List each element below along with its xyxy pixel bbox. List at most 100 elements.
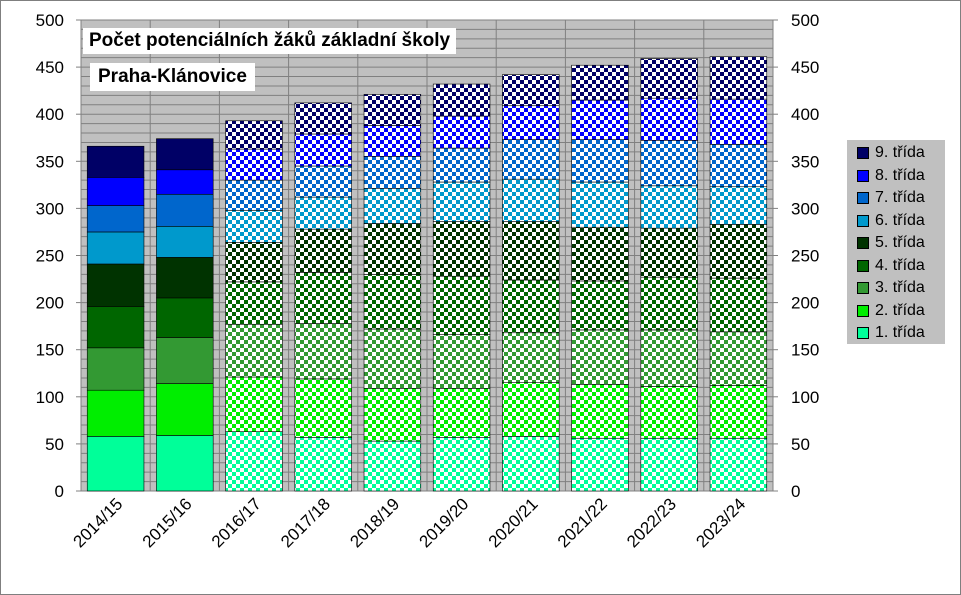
- legend-swatch: [857, 147, 869, 160]
- bar-segment: [709, 224, 768, 279]
- y-tick-label-right: 400: [791, 105, 819, 124]
- bar-segment: [156, 225, 214, 258]
- bar-segment: [640, 227, 698, 278]
- bar-segment: [156, 337, 214, 384]
- bar-segment: [432, 181, 491, 222]
- legend-item: 7. třída: [857, 187, 945, 210]
- bar-segment: [571, 99, 629, 140]
- legend-item: 5. třída: [857, 232, 945, 255]
- y-tick-label-left: 350: [36, 152, 64, 171]
- bar-segment: [571, 64, 629, 101]
- bar-segment: [640, 58, 698, 99]
- bar-segment: [502, 221, 560, 281]
- bar-segment: [86, 231, 145, 265]
- y-tick-label-right: 200: [791, 294, 819, 313]
- legend-label: 6. třída: [875, 211, 925, 229]
- legend-label: 5. třída: [875, 234, 925, 252]
- bar-stack: [709, 56, 768, 492]
- x-tick-label: 2023/24: [692, 494, 749, 551]
- legend-label: 7. třída: [875, 189, 925, 207]
- x-tick-label: 2014/15: [70, 494, 127, 551]
- legend-swatch: [857, 327, 869, 340]
- x-tick-label: 2016/17: [208, 494, 265, 551]
- bar-segment: [571, 139, 629, 183]
- y-tick-label-right: 100: [791, 388, 819, 407]
- bar-segment: [294, 196, 352, 230]
- bar-segment: [294, 272, 352, 324]
- legend-swatch: [857, 237, 869, 250]
- legend: 9. třída 8. třída 7. třída 6. třída 5. třída…: [847, 140, 945, 344]
- bar-stack: [294, 102, 352, 492]
- bar-segment: [86, 389, 145, 437]
- legend-swatch: [857, 169, 869, 182]
- legend-item: 8. třída: [857, 165, 945, 188]
- x-tick-label: 2015/16: [139, 494, 196, 551]
- bar-segment: [571, 280, 629, 331]
- bar-segment: [156, 138, 214, 171]
- bar-segment: [156, 383, 214, 436]
- bar-segment: [225, 431, 283, 492]
- bar-stack: [502, 74, 560, 492]
- bar-segment: [156, 169, 214, 195]
- bar-segment: [709, 385, 768, 439]
- y-tick-label-left: 150: [36, 341, 64, 360]
- x-tick-label: 2021/22: [554, 494, 611, 551]
- legend-item: 6. třída: [857, 210, 945, 233]
- bar-segment: [432, 334, 491, 389]
- bar-segment: [502, 139, 560, 180]
- bar-segment: [225, 376, 283, 432]
- bar-stack: [571, 64, 629, 492]
- legend-label: 4. třída: [875, 256, 925, 274]
- right-axis: 0 50 100 150 200 250 300 350 400 450 500: [773, 11, 819, 501]
- bar-segment: [156, 435, 214, 492]
- bar-segment: [502, 105, 560, 140]
- bar-segment: [640, 140, 698, 187]
- bar-segment: [156, 297, 214, 338]
- bar-segment: [432, 388, 491, 438]
- legend-item: 9. třída: [857, 142, 945, 165]
- y-tick-label-left: 400: [36, 105, 64, 124]
- bar-stack: [640, 58, 698, 492]
- legend-item: 1. třída: [857, 322, 945, 345]
- bar-segment: [432, 115, 491, 149]
- bar-segment: [502, 178, 560, 222]
- bar-segment: [156, 257, 214, 299]
- bar-segment: [225, 242, 283, 283]
- legend-label: 1. třída: [875, 324, 925, 342]
- x-tick-label: 2019/20: [416, 494, 473, 551]
- bar-segment: [225, 148, 283, 181]
- bar-segment: [363, 440, 422, 492]
- chart-title: Počet potenciálních žáků základní školy: [83, 28, 457, 54]
- y-tick-label-left: 0: [55, 482, 64, 501]
- bar-segment: [225, 120, 283, 150]
- x-tick-label: 2017/18: [277, 494, 334, 551]
- left-axis: 0 50 100 150 200 250 300 350 400 450 500: [36, 11, 81, 501]
- bar-segment: [502, 436, 560, 492]
- bar-segment: [225, 209, 283, 243]
- bar-segment: [709, 331, 768, 386]
- bar-segment: [432, 221, 491, 277]
- bar-segment: [640, 276, 698, 331]
- bar-segment: [225, 179, 283, 211]
- legend-label: 2. třída: [875, 301, 925, 319]
- bar-segment: [86, 145, 145, 178]
- bar-stack: [156, 138, 214, 492]
- y-tick-label-right: 50: [791, 435, 810, 454]
- bar-segment: [571, 329, 629, 385]
- legend-swatch: [857, 304, 869, 317]
- bar-segment: [363, 328, 422, 389]
- bar-segment: [432, 275, 491, 335]
- bar-segment: [640, 437, 698, 492]
- legend-swatch: [857, 282, 869, 295]
- bar-stack: [225, 120, 283, 492]
- bar-segment: [640, 97, 698, 141]
- y-tick-label-right: 300: [791, 199, 819, 218]
- bar-segment: [432, 83, 491, 117]
- bar-segment: [432, 147, 491, 183]
- bar-segment: [294, 102, 352, 135]
- bar-segment: [571, 181, 629, 228]
- bar-segment: [294, 323, 352, 380]
- bar-segment: [502, 279, 560, 334]
- chart-subtitle: Praha-Klánovice: [90, 63, 255, 91]
- bar-segment: [294, 228, 352, 273]
